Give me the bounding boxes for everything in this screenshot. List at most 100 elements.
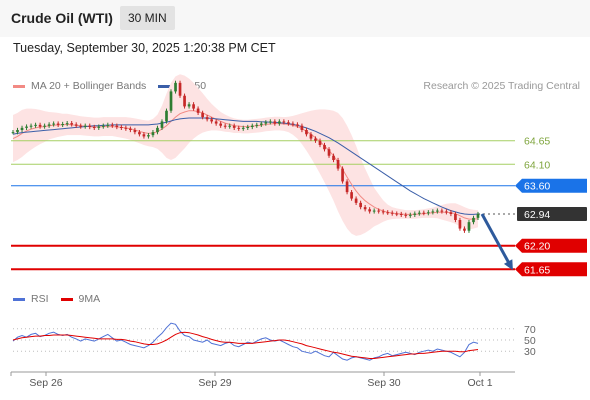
ma9-swatch xyxy=(60,297,73,301)
x-tick-label: Sep 30 xyxy=(367,377,400,389)
candle xyxy=(147,135,150,137)
candle xyxy=(323,145,326,150)
rsi-tick-label: 50 xyxy=(524,335,536,347)
candle xyxy=(336,160,340,169)
support-label: 62.20 xyxy=(524,241,550,253)
candle xyxy=(287,122,290,124)
candle xyxy=(52,123,55,125)
interval-selector[interactable]: 30 MIN xyxy=(120,6,175,30)
candle xyxy=(255,124,259,126)
candle xyxy=(395,213,399,215)
x-tick-label: Sep 29 xyxy=(198,377,231,389)
candle xyxy=(278,121,281,124)
candle xyxy=(83,125,87,127)
candle xyxy=(268,121,272,123)
candle xyxy=(445,211,448,213)
instrument-title: Crude Oil (WTI) xyxy=(11,10,113,26)
candle xyxy=(101,125,105,127)
candle xyxy=(65,123,69,125)
candle xyxy=(386,212,390,214)
candle xyxy=(237,127,241,129)
candle xyxy=(300,125,304,130)
legend-item-rsi: RSI xyxy=(13,293,49,305)
resistance-label: 64.10 xyxy=(524,159,550,171)
candle xyxy=(228,125,232,127)
legend-item-9ma: 9MA xyxy=(60,293,100,305)
candle xyxy=(196,108,200,113)
candle xyxy=(187,104,191,107)
candle xyxy=(327,149,331,156)
candle xyxy=(354,198,358,203)
candle xyxy=(79,125,83,127)
candle xyxy=(449,212,453,214)
projection-arrow xyxy=(480,213,512,266)
pivot-label: 63.60 xyxy=(524,181,550,193)
bollinger-band xyxy=(13,74,478,236)
last-price-label: 62.94 xyxy=(524,209,550,221)
candle xyxy=(151,132,155,136)
last-price-label-box xyxy=(517,207,587,221)
candle xyxy=(16,130,19,133)
candle xyxy=(214,121,218,124)
candle xyxy=(223,125,227,127)
candle xyxy=(436,210,439,212)
candle xyxy=(390,212,394,214)
candle xyxy=(156,127,159,133)
candle xyxy=(11,132,15,134)
support-label-box xyxy=(515,262,587,277)
candle xyxy=(381,211,385,213)
candle xyxy=(34,124,37,126)
candle xyxy=(61,124,65,125)
rsi-ma9-line xyxy=(12,331,479,359)
rsi-legend: RSI 9MA xyxy=(13,293,112,305)
candle xyxy=(422,212,426,214)
candle xyxy=(183,95,186,107)
candle xyxy=(359,202,362,208)
candle xyxy=(246,127,250,128)
candle xyxy=(363,207,367,210)
candle xyxy=(404,214,408,216)
candle xyxy=(25,126,28,128)
candle xyxy=(38,124,42,127)
candle xyxy=(332,155,335,160)
candle xyxy=(133,130,137,133)
candle xyxy=(241,127,245,129)
candle xyxy=(115,125,119,127)
candle xyxy=(110,124,114,126)
chart-header: Crude Oil (WTI) 30 MIN xyxy=(0,0,590,37)
candle xyxy=(305,130,308,135)
candle xyxy=(431,211,435,213)
candle xyxy=(264,122,268,124)
candle xyxy=(174,82,177,92)
rsi-tick-label: 70 xyxy=(524,324,536,336)
candle xyxy=(368,209,371,212)
timestamp: Tuesday, September 30, 2025 1:20:38 PM C… xyxy=(13,41,276,55)
candle xyxy=(129,128,132,130)
pivot-label-box xyxy=(515,178,587,193)
candle xyxy=(165,110,168,122)
candle xyxy=(345,181,349,193)
candle xyxy=(74,124,78,126)
projection-arrowhead xyxy=(503,259,513,271)
candle xyxy=(273,121,277,124)
candle xyxy=(97,126,101,128)
candle xyxy=(309,134,313,139)
candle xyxy=(296,124,299,126)
candle xyxy=(178,82,182,96)
candle xyxy=(318,140,322,145)
candle xyxy=(138,132,141,135)
candle xyxy=(106,124,110,126)
credit-text: Research © 2025 Trading Central xyxy=(423,80,580,92)
candle xyxy=(467,222,471,231)
candle xyxy=(291,123,295,125)
legend-label-rsi: RSI xyxy=(31,293,49,305)
candle xyxy=(259,123,263,125)
support-label-box xyxy=(515,238,587,253)
candle xyxy=(341,168,344,182)
candle xyxy=(476,214,480,218)
x-tick-label: Oct 1 xyxy=(467,377,492,389)
candle xyxy=(192,104,195,109)
candle xyxy=(350,192,353,199)
candle xyxy=(43,125,46,127)
